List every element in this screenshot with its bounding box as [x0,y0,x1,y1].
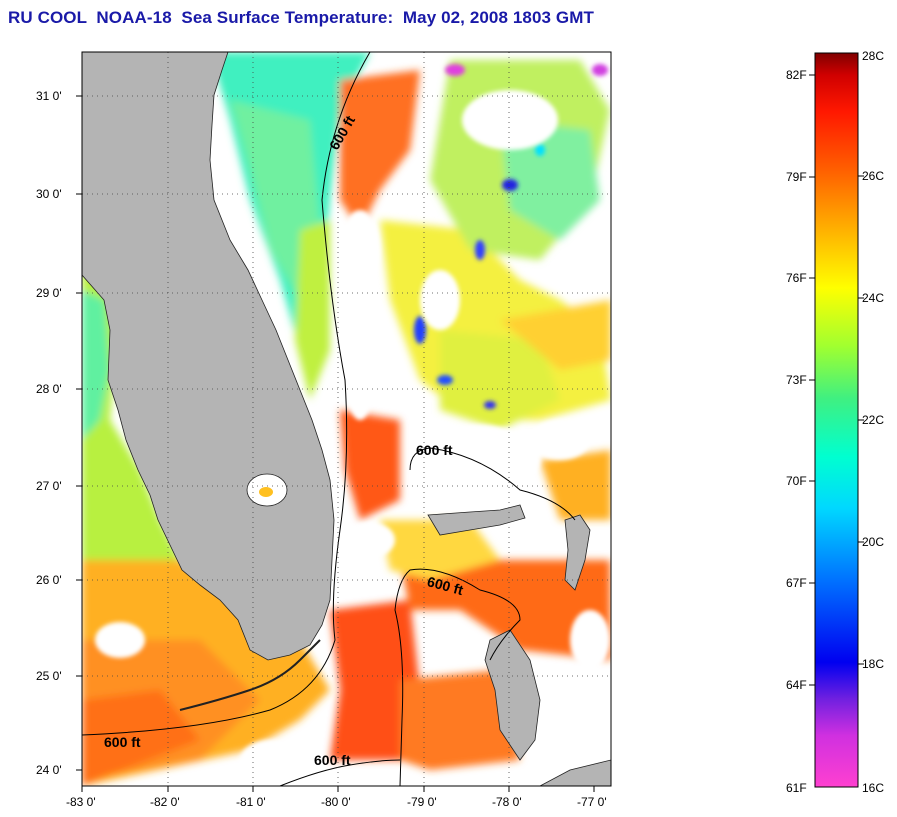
cloud-cover [95,90,610,780]
colorbar-f-label: 79F [786,170,807,184]
lat-label: 27 0' [36,479,62,493]
latitude-labels: 24 0' 25 0' 26 0' 27 0' 28 0' 29 0' 30 0… [36,89,62,777]
sst-field [82,52,611,786]
lat-label: 24 0' [36,763,62,777]
colorbar-f-label: 64F [786,678,807,692]
lon-label: -82 0' [150,795,180,809]
lon-label: -80 0' [321,795,351,809]
lat-label: 31 0' [36,89,62,103]
colorbar-c-label: 18C [862,657,884,671]
colorbar-c-label: 24C [862,291,884,305]
cuba-land [539,759,611,786]
colorbar-f-label: 70F [786,474,807,488]
andros-land [484,629,541,761]
sst-cold-specks [414,64,608,409]
colorbar-gradient [814,52,859,788]
graticule [82,52,611,786]
lat-label: 28 0' [36,382,62,396]
lat-label: 30 0' [36,187,62,201]
lon-label: -78 0' [492,795,522,809]
lon-label: -83 0' [66,795,96,809]
lat-label: 25 0' [36,669,62,683]
lake-sst-patch [259,487,273,497]
isobath-600ft [82,52,576,786]
contour-label: 600 ft [416,442,453,458]
lon-label: -79 0' [407,795,437,809]
lat-label: 26 0' [36,573,62,587]
abaco-land [564,514,591,591]
lon-label: -77 0' [577,795,607,809]
map-title: RU COOL NOAA-18 Sea Surface Temperature:… [8,8,594,27]
colorbar-c-label: 28C [862,49,884,63]
colorbar-f-label: 82F [786,68,807,82]
grand-bahama-land [427,504,526,536]
lon-label: -81 0' [236,795,266,809]
florida-keys [179,639,321,711]
axis-ticks [76,95,595,792]
plot-frame [81,51,612,787]
colorbar-f-label: 67F [786,576,807,590]
colorbar-f-label: 76F [786,271,807,285]
colorbar-c-label: 20C [862,535,884,549]
sst-plot-area: 600 ft 600 ft 600 ft 600 ft 600 ft [82,52,611,786]
lat-label: 29 0' [36,286,62,300]
contour-label: 600 ft [314,752,351,768]
colorbar-c-label: 26C [862,169,884,183]
colorbar-f-label: 73F [786,373,807,387]
colorbar-f-label: 61F [786,781,807,795]
colorbar-c-label: 22C [862,413,884,427]
colorbar: 82F 79F 76F 73F 70F 67F 64F 61F 28C 26C … [786,49,884,795]
longitude-labels: -83 0' -82 0' -81 0' -80 0' -79 0' -78 0… [66,795,607,809]
colorbar-c-label: 16C [862,781,884,795]
florida-land [82,52,335,661]
contour-label: 600 ft [104,734,141,750]
